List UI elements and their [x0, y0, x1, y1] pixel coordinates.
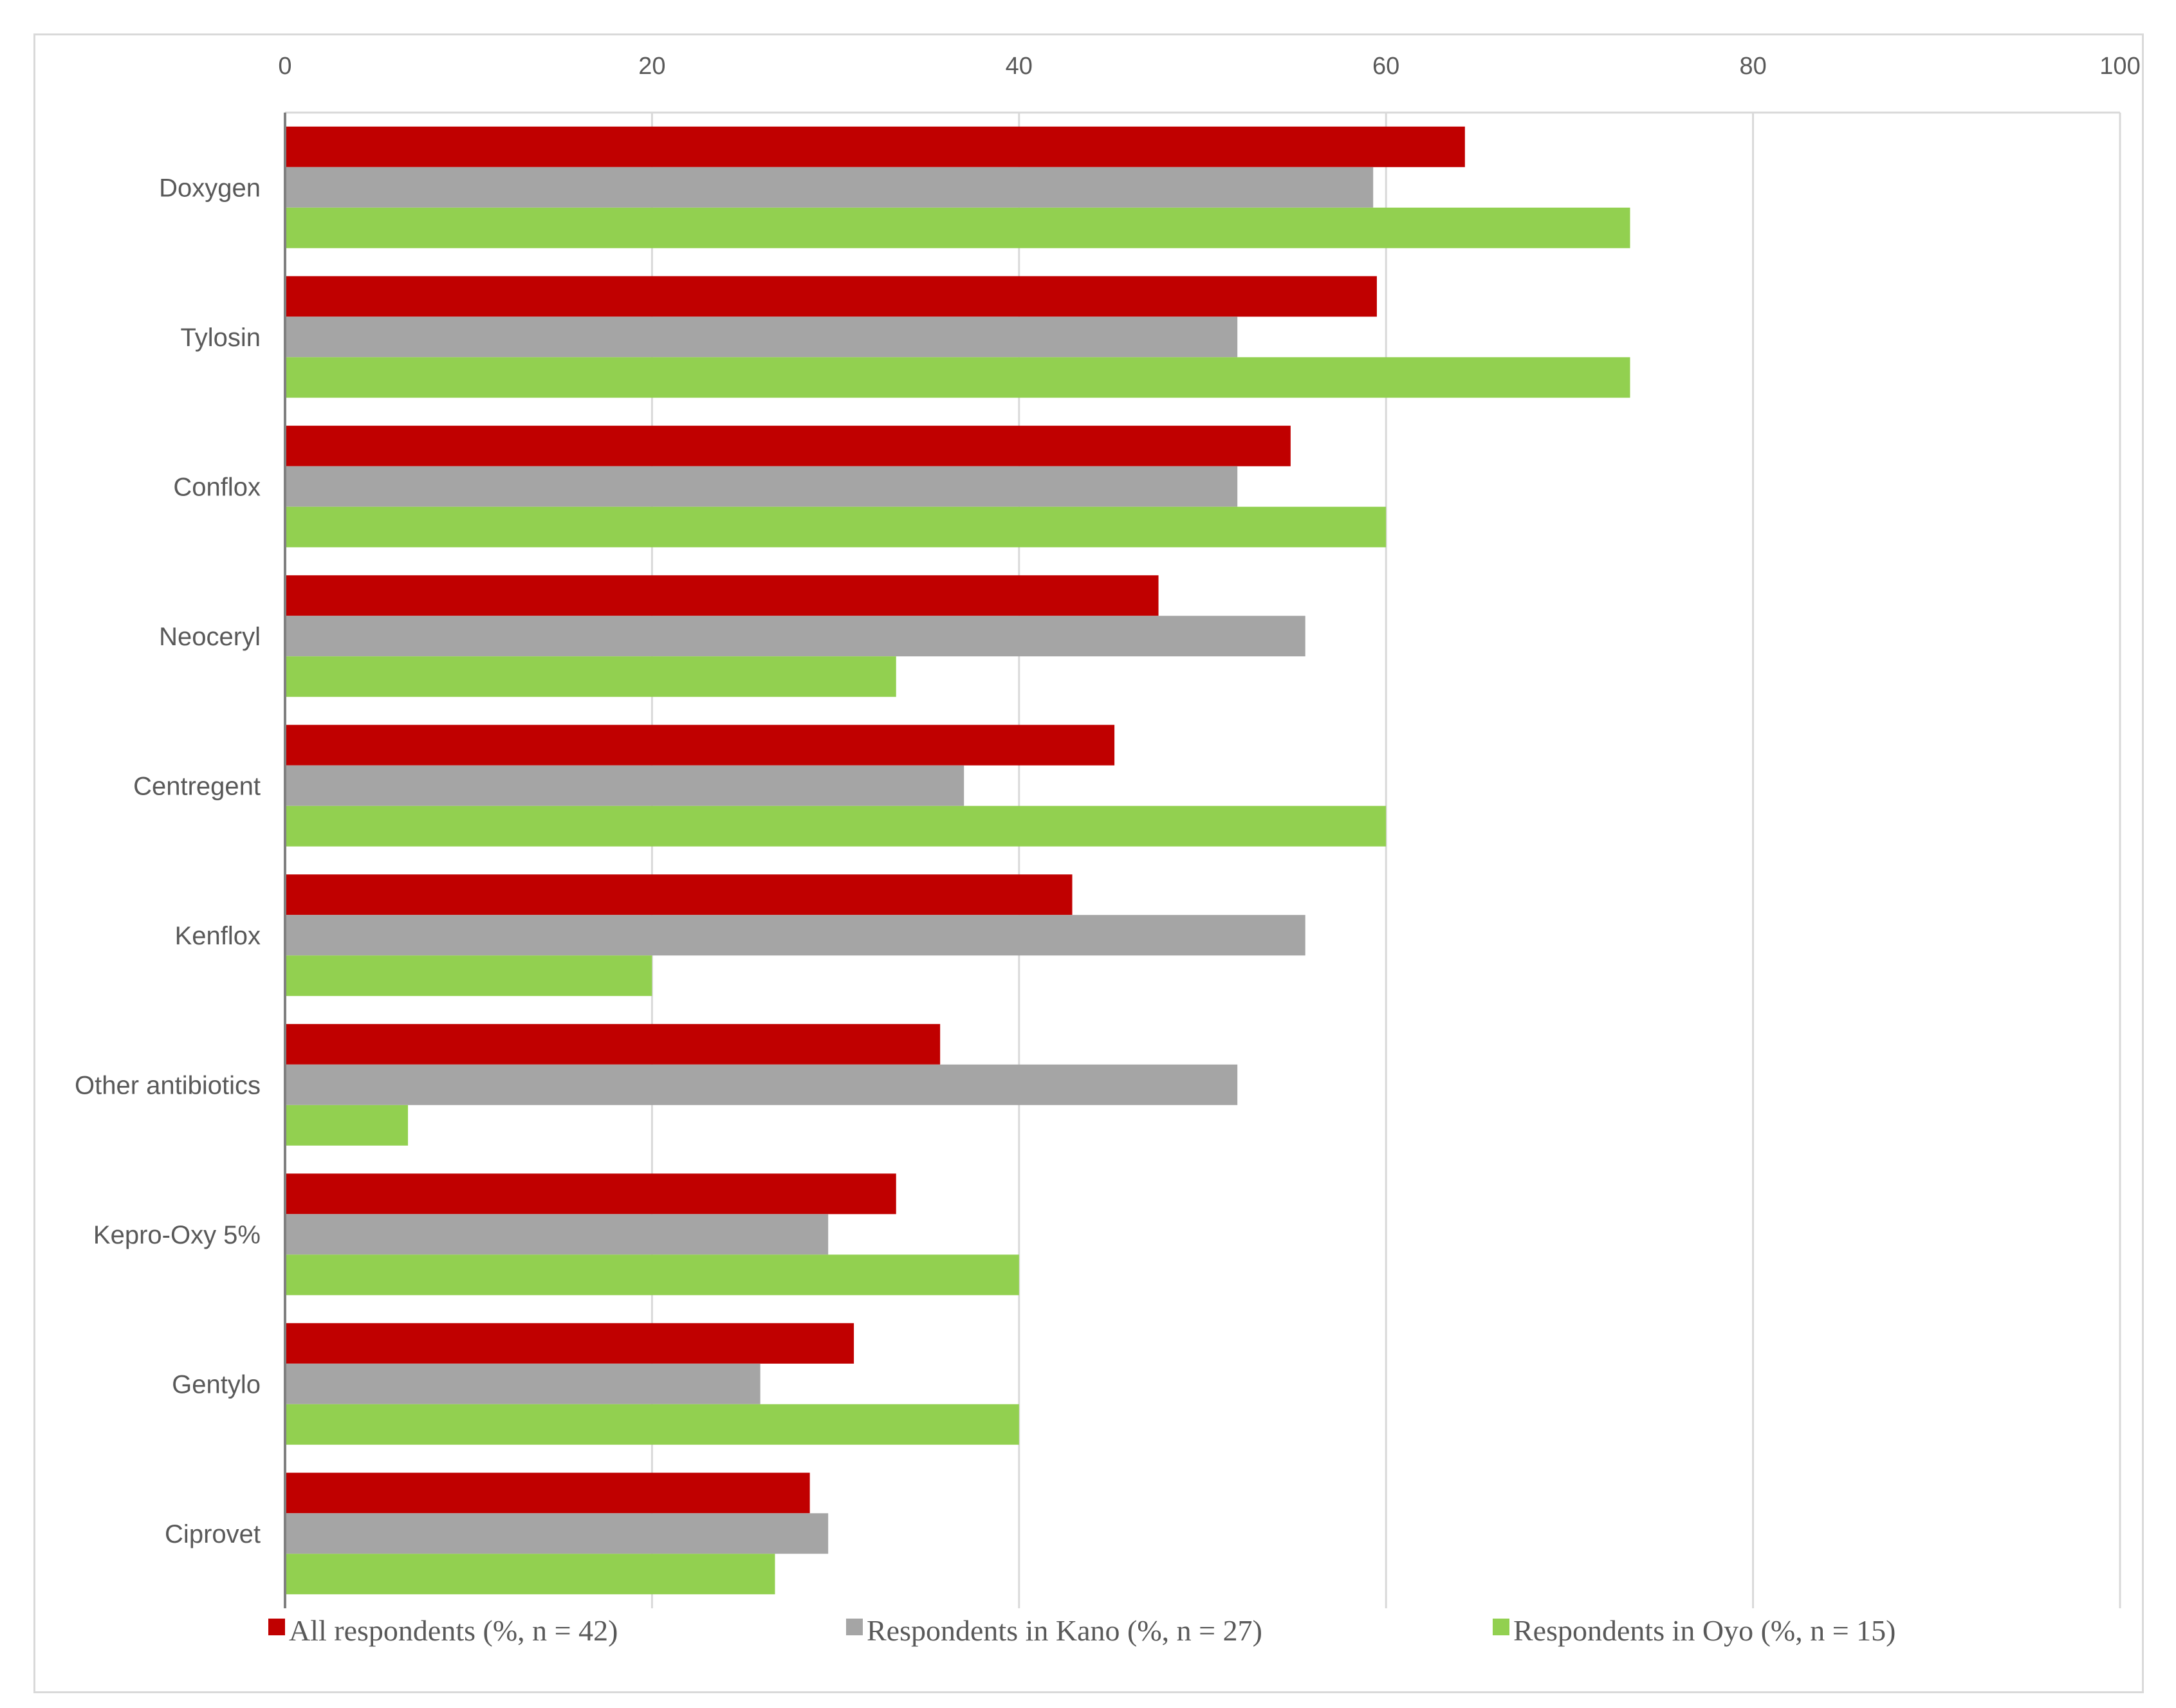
- bars: [285, 126, 1630, 1595]
- bar-neoceryl-series-1: [285, 616, 1305, 657]
- bar-kepro-oxy-5--series-2: [285, 1254, 1019, 1296]
- legend: All respondents (%, n = 42) Respondents i…: [268, 1614, 1896, 1647]
- bar-kenflox-series-1: [285, 915, 1305, 956]
- category-label: Centregent: [133, 772, 261, 800]
- legend-label: Respondents in Kano (%, n = 27): [867, 1614, 1262, 1647]
- x-tick-label: 20: [638, 53, 665, 80]
- x-tick-label: 60: [1372, 53, 1399, 80]
- legend-label: Respondents in Oyo (%, n = 15): [1513, 1614, 1896, 1647]
- bar-conflox-series-0: [285, 425, 1291, 466]
- legend-swatch: [846, 1619, 863, 1635]
- bar-kepro-oxy-5--series-1: [285, 1214, 829, 1255]
- category-label: Other antibiotics: [75, 1071, 261, 1099]
- bar-tylosin-series-1: [285, 317, 1238, 358]
- bar-kenflox-series-0: [285, 874, 1073, 915]
- bar-doxygen-series-0: [285, 126, 1465, 167]
- bar-kenflox-series-2: [285, 955, 652, 996]
- legend-swatch: [1493, 1619, 1509, 1635]
- x-axis-ticks: 0 20 40 60 80 100: [278, 53, 2140, 80]
- category-labels: Doxygen Tylosin Conflox Neoceryl Centregent K…: [75, 174, 261, 1548]
- bar-doxygen-series-2: [285, 207, 1630, 248]
- axes: [284, 111, 2120, 1608]
- category-label: Doxygen: [159, 174, 261, 202]
- bar-tylosin-series-0: [285, 276, 1377, 317]
- bar-centregent-series-0: [285, 724, 1115, 766]
- bar-neoceryl-series-0: [285, 575, 1159, 616]
- category-label: Gentylo: [172, 1370, 261, 1399]
- category-label: Kenflox: [175, 922, 261, 950]
- category-label: Ciprovet: [165, 1520, 261, 1548]
- bar-neoceryl-series-2: [285, 656, 896, 697]
- x-tick-label: 100: [2099, 53, 2140, 80]
- bar-kepro-oxy-5--series-0: [285, 1173, 896, 1215]
- bar-other-antibiotics-series-1: [285, 1064, 1238, 1105]
- legend-swatch: [268, 1619, 285, 1635]
- x-tick-label: 40: [1006, 53, 1033, 80]
- bar-doxygen-series-1: [285, 167, 1374, 208]
- bar-ciprovet-series-2: [285, 1554, 775, 1595]
- bar-ciprovet-series-1: [285, 1513, 829, 1554]
- category-label: Conflox: [173, 473, 261, 501]
- bar-tylosin-series-2: [285, 357, 1630, 398]
- bar-centregent-series-1: [285, 765, 964, 806]
- bar-gentylo-series-2: [285, 1404, 1019, 1445]
- bar-conflox-series-1: [285, 466, 1238, 507]
- bar-ciprovet-series-0: [285, 1473, 810, 1514]
- category-label: Neoceryl: [159, 623, 261, 651]
- bar-centregent-series-2: [285, 805, 1387, 847]
- bar-conflox-series-2: [285, 506, 1387, 547]
- bar-other-antibiotics-series-2: [285, 1105, 409, 1146]
- chart-frame: 0 20 40 60 80 100 Doxygen Tylosin Conflox Neocer…: [33, 33, 2144, 1693]
- x-tick-label: 80: [1739, 53, 1766, 80]
- category-label: Tylosin: [181, 324, 261, 352]
- bar-other-antibiotics-series-0: [285, 1024, 941, 1065]
- category-label: Kepro-Oxy 5%: [93, 1221, 261, 1249]
- x-tick-label: 0: [278, 53, 291, 80]
- bar-gentylo-series-0: [285, 1323, 854, 1364]
- bar-gentylo-series-1: [285, 1363, 761, 1404]
- bar-chart: 0 20 40 60 80 100 Doxygen Tylosin Conflox Neocer…: [75, 53, 2141, 1647]
- legend-label: All respondents (%, n = 42): [289, 1614, 618, 1647]
